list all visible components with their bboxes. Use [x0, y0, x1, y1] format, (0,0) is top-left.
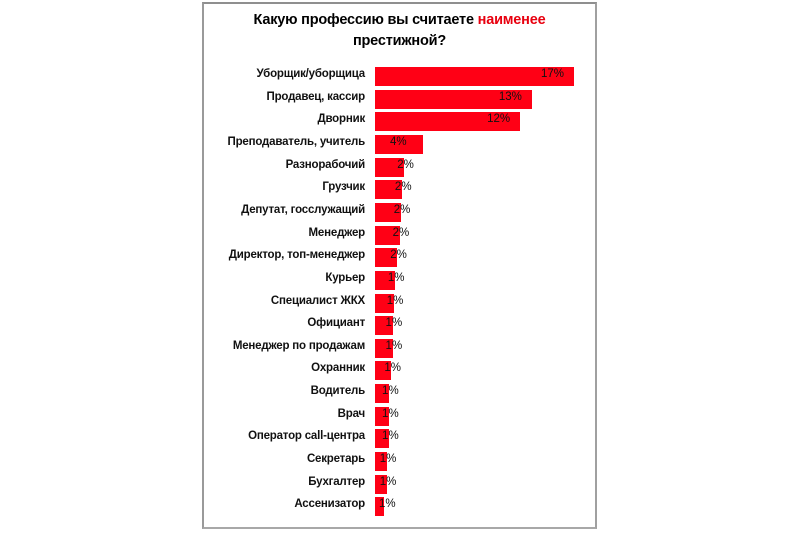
title-highlight: наименее	[477, 12, 546, 28]
bar-row: Менеджер 2%	[204, 224, 595, 247]
bar-row: Оператор call-центра 1%	[204, 427, 595, 450]
bar-row: Депутат, госслужащий 2%	[204, 201, 595, 224]
value-label: 2%	[390, 249, 407, 262]
chart-title: Какую профессию вы считаете наименее пре…	[204, 10, 595, 52]
category-label: Секретарь	[306, 453, 365, 466]
value-label: 1%	[382, 385, 399, 398]
value-label: 4%	[389, 135, 407, 148]
bar	[375, 361, 392, 381]
bar	[375, 180, 402, 200]
value-label: 17%	[541, 68, 565, 80]
category-label: Преподаватель, учитель	[227, 135, 366, 148]
value-label: 1%	[385, 317, 403, 330]
bar	[375, 384, 390, 404]
bar-row: Официант 1%	[204, 314, 595, 337]
category-label: Водитель	[310, 385, 366, 398]
category-label: Официант	[307, 317, 365, 330]
bar	[375, 474, 387, 494]
bar-row: Врач 1%	[204, 405, 595, 428]
bar-row: Преподаватель, учитель 4%	[204, 133, 595, 156]
category-label: Депутат, госслужащий	[241, 203, 365, 216]
category-label: Менеджер	[308, 226, 366, 239]
category-label: Разнорабочий	[285, 158, 366, 171]
bar-row: Специалист ЖКХ 1%	[204, 292, 595, 315]
category-label: Ассенизатор	[294, 498, 365, 511]
bar-row: Уборщик/уборщица 17%	[204, 65, 595, 88]
bar-row: Дворник 12%	[204, 110, 595, 133]
bar-row: Продавец, кассир 13%	[204, 88, 595, 111]
bar-row: Охранник 1%	[204, 359, 595, 382]
category-label: Специалист ЖКХ	[270, 294, 365, 307]
bar	[375, 429, 390, 449]
category-label: Врач	[337, 407, 366, 420]
bar-row: Курьер 1%	[204, 269, 595, 292]
bar-row: Ассенизатор 1%	[204, 495, 595, 518]
category-label: Директор, топ-менеджер	[228, 249, 365, 262]
bar	[375, 89, 532, 109]
value-label: 13%	[498, 90, 522, 103]
value-label: 1%	[387, 271, 405, 284]
bar	[375, 225, 400, 245]
value-label: 2%	[392, 226, 410, 239]
bar-row: Менеджер по продажам 1%	[204, 337, 595, 360]
chart-frame: Какую профессию вы считаете наименее пре…	[202, 2, 597, 529]
bar-row: Разнорабочий 2%	[204, 156, 595, 179]
value-label: 1%	[382, 407, 399, 420]
bar-row: Водитель 1%	[204, 382, 595, 405]
category-label: Дворник	[317, 113, 365, 126]
bar	[375, 406, 390, 426]
value-label: 1%	[385, 339, 403, 352]
bar	[375, 338, 393, 358]
category-label: Оператор call-центра	[248, 430, 365, 443]
value-label: 2%	[393, 203, 411, 216]
bar	[375, 316, 393, 336]
bar	[375, 67, 574, 86]
title-part1: Какую профессию вы считаете	[253, 12, 478, 28]
bar	[375, 293, 394, 313]
category-label: Грузчик	[322, 181, 365, 194]
category-label: Бухгалтер	[308, 475, 365, 488]
bar	[375, 270, 395, 290]
category-label: Курьер	[325, 271, 365, 284]
value-label: 1%	[382, 430, 399, 443]
bar-row: Бухгалтер 1%	[204, 473, 595, 496]
category-label: Охранник	[311, 362, 365, 375]
bar	[375, 248, 398, 268]
value-label: 1%	[379, 475, 397, 488]
bar	[375, 112, 521, 132]
bar	[375, 157, 405, 177]
title-part2: престижной?	[352, 33, 447, 49]
bar-row: Секретарь 1%	[204, 450, 595, 473]
bar-row: Грузчик 2%	[204, 178, 595, 201]
bar-row: Директор, топ-менеджер 2%	[204, 246, 595, 269]
bar	[375, 134, 423, 154]
value-label: 1%	[386, 294, 404, 307]
value-label: 1%	[384, 362, 401, 375]
category-label: Менеджер по продажам	[232, 339, 365, 352]
value-label: 1%	[379, 498, 396, 511]
bar	[375, 202, 401, 222]
value-label: 12%	[487, 113, 511, 126]
category-label: Продавец, кассир	[266, 90, 366, 103]
bar	[375, 497, 385, 517]
bar	[375, 452, 387, 472]
value-label: 1%	[379, 453, 397, 466]
category-label: Уборщик/уборщица	[256, 68, 366, 80]
value-label: 2%	[394, 181, 412, 194]
value-label: 2%	[397, 158, 414, 171]
